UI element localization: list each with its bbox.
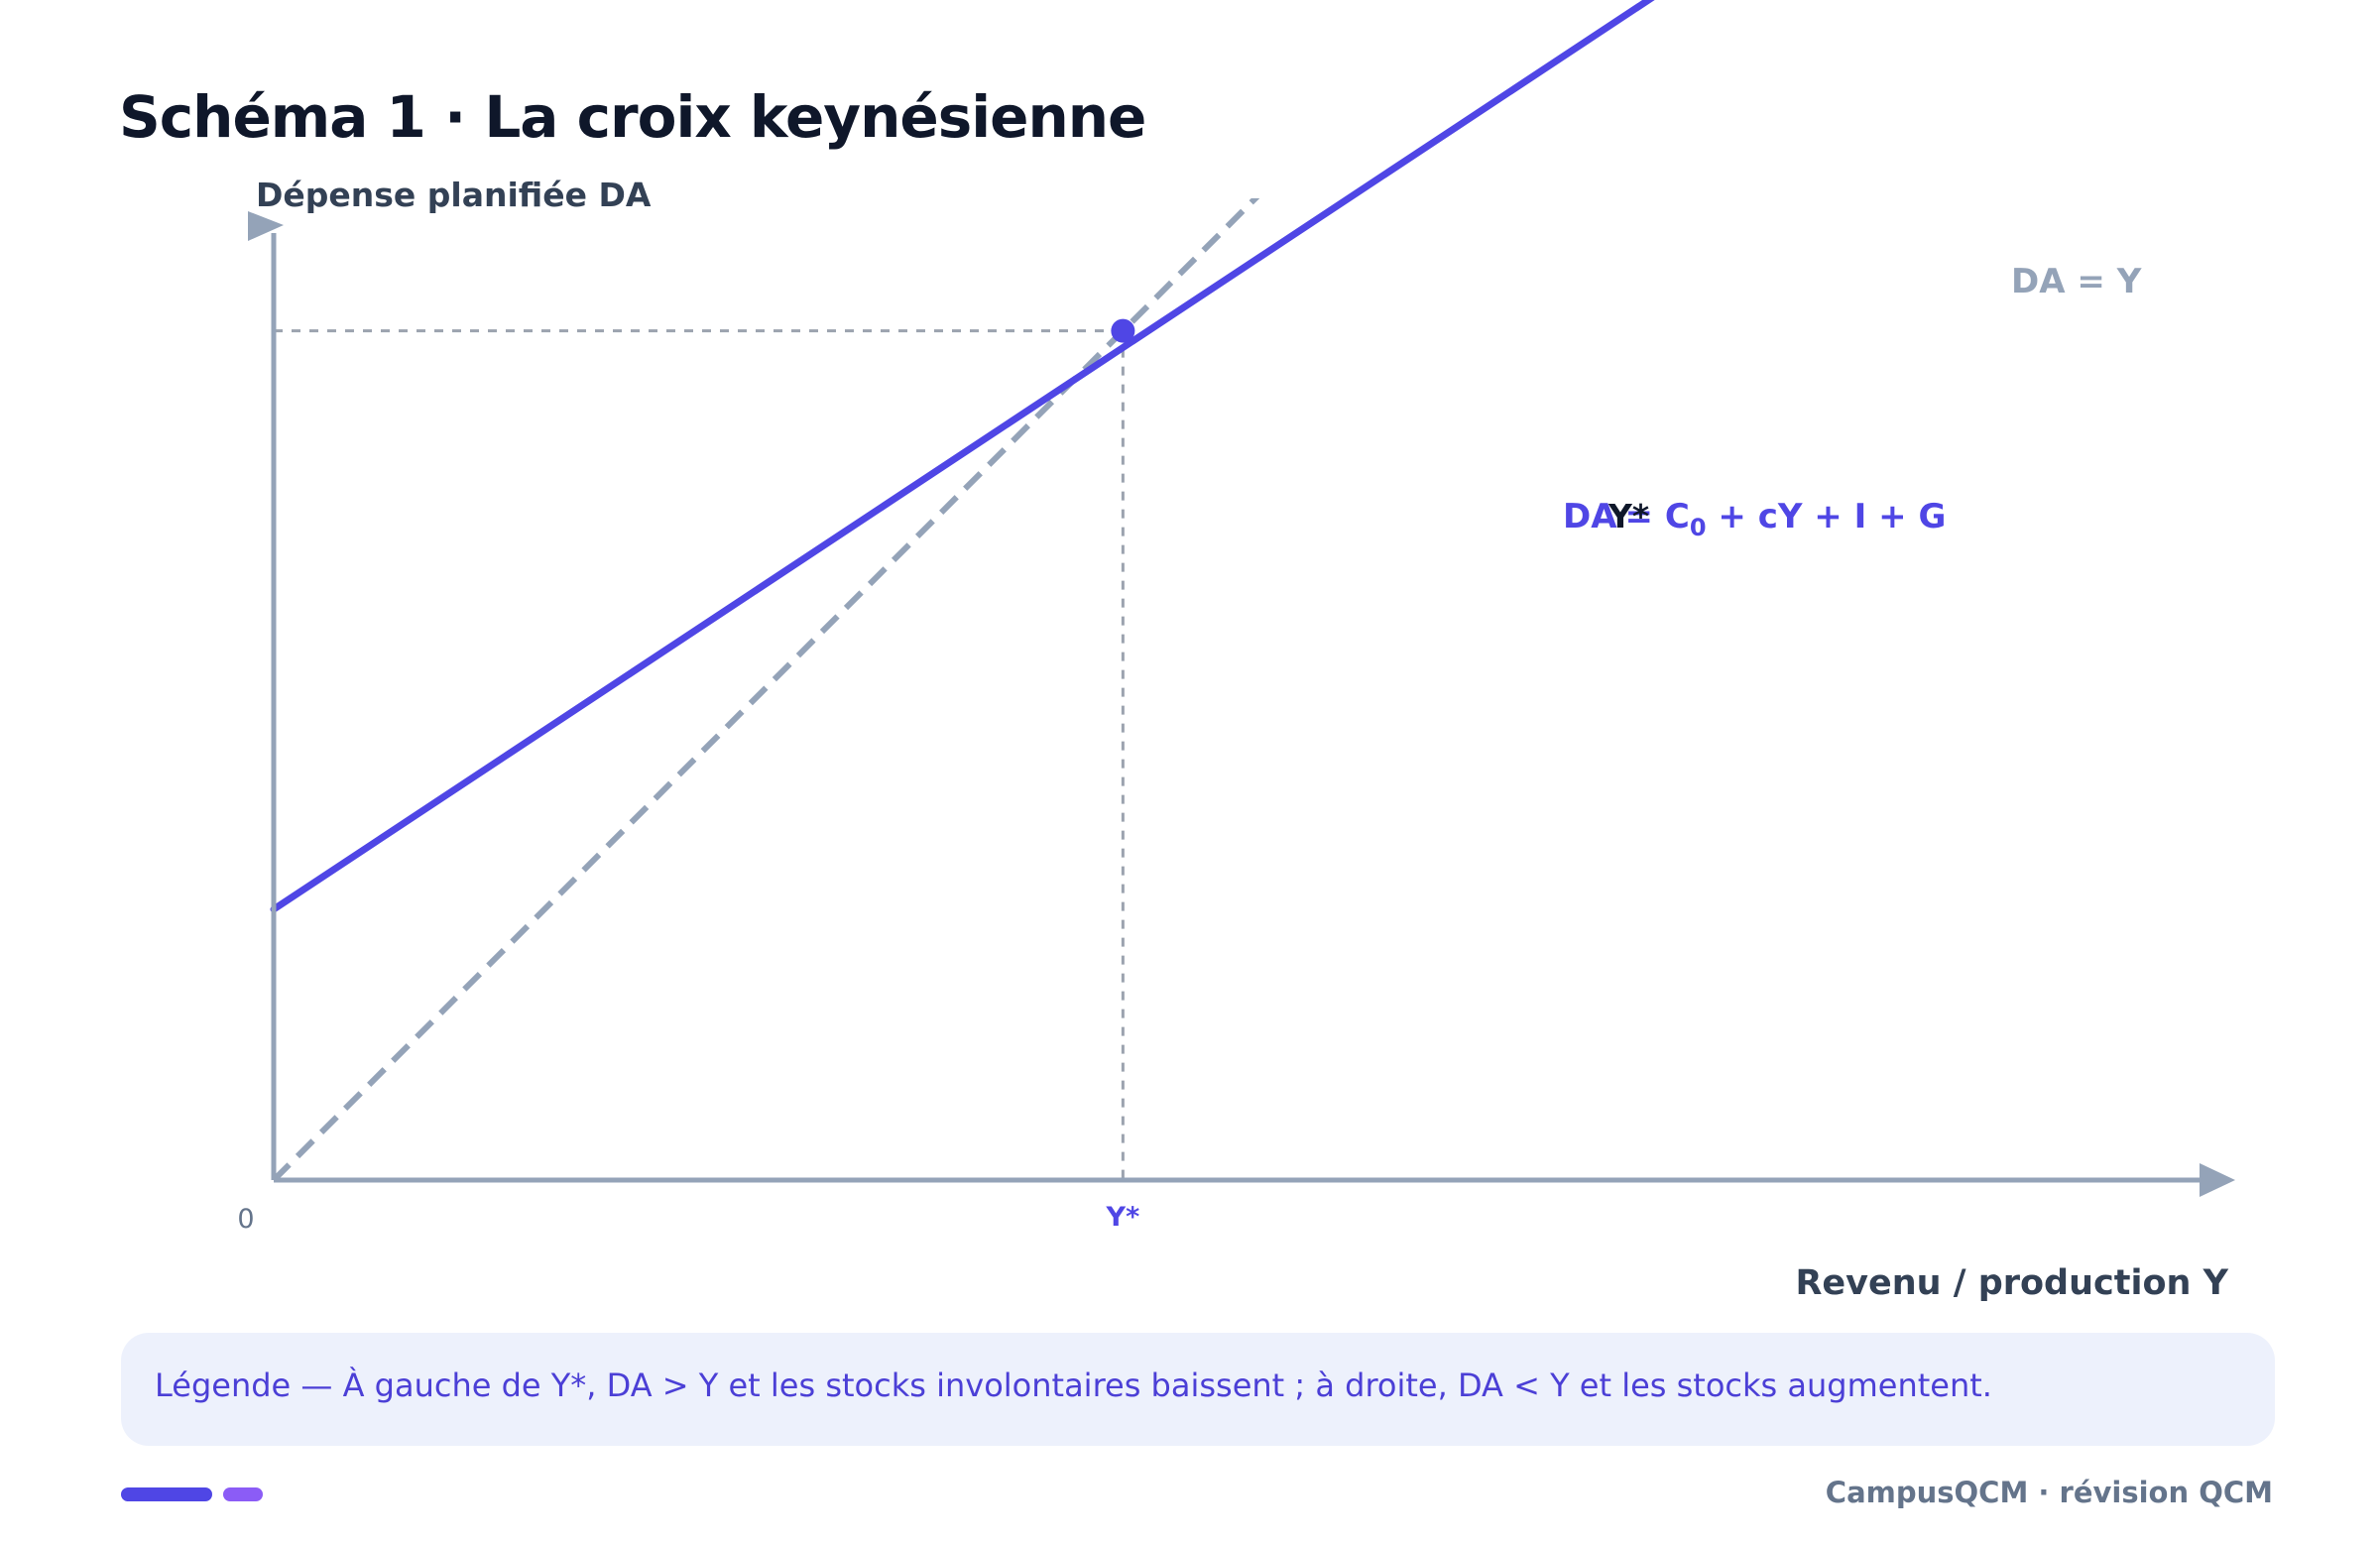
equilibrium-tick-label: Y* [1106, 1202, 1140, 1233]
demand-label-end: + cY + I + G [1707, 497, 1947, 536]
origin-label: 0 [237, 1204, 254, 1235]
x-axis-label: Revenu / production Y [1795, 1263, 2228, 1303]
equilibrium-point [1111, 318, 1135, 343]
demand-label-tail: = C [1625, 497, 1690, 536]
accent-pill-primary [121, 1487, 212, 1501]
demand-label-lead: DA [1563, 497, 1617, 536]
y-axis-arrow [248, 211, 284, 241]
page-title: Schéma 1 · La croix keynésienne [119, 83, 1146, 151]
equilibrium-point-label: Y* [1607, 497, 1649, 535]
footer-brand: CampusQCM · révision QCM [1825, 1476, 2273, 1509]
demand-line-label: DA = C0 + cY + I + G [1563, 497, 1946, 541]
legend-text: Légende — À gauche de Y*, DA > Y et les … [155, 1367, 1992, 1404]
y-axis-label: Dépense planifiée DA [256, 176, 652, 214]
x-axis-arrow [2200, 1163, 2235, 1197]
accent-pill-secondary [223, 1487, 263, 1501]
reference-line-da-equals-y [271, 198, 1260, 1183]
reference-line-label: DA = Y [2011, 262, 2142, 301]
legend-box: Légende — À gauche de Y*, DA > Y et les … [121, 1333, 2275, 1446]
demand-label-subscript: 0 [1690, 514, 1707, 541]
aggregate-demand-line [270, 0, 1655, 913]
